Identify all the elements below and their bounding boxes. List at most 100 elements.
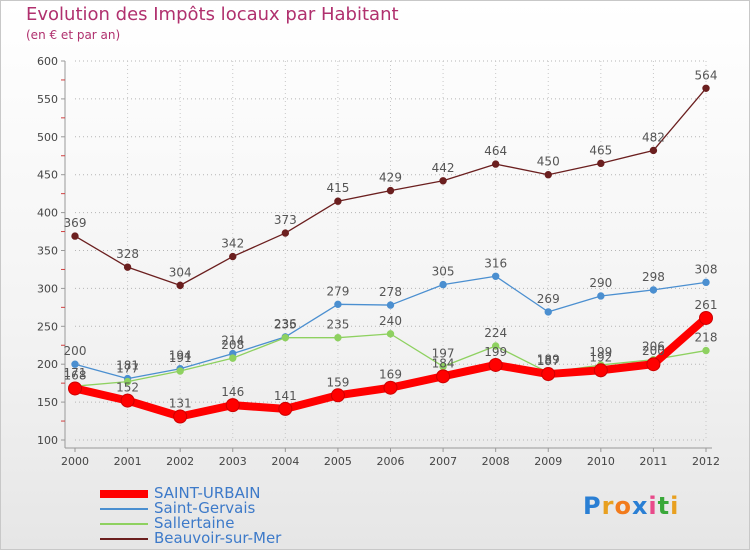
y-tick-label: 250	[37, 320, 58, 333]
x-tick-label: 2005	[324, 455, 352, 468]
data-point-beauvoir-sur-mer[interactable]	[491, 160, 500, 168]
data-label-sallertaine: 235	[274, 318, 297, 332]
data-point-beauvoir-sur-mer[interactable]	[71, 232, 79, 240]
legend-label: Saint-Gervais	[154, 499, 256, 517]
data-point-beauvoir-sur-mer[interactable]	[123, 263, 132, 271]
data-label-beauvoir-sur-mer: 442	[432, 161, 455, 175]
data-point-sallertaine[interactable]	[123, 377, 132, 386]
x-tick-label: 2010	[587, 455, 615, 468]
data-point-saint-gervais[interactable]	[649, 286, 658, 294]
data-label-beauvoir-sur-mer: 304	[169, 265, 192, 279]
logo-letter: x	[631, 492, 649, 520]
x-tick-label: 2004	[271, 455, 299, 468]
data-label-saint-urbain: 200	[642, 344, 665, 358]
data-label-saint-gervais: 236	[274, 317, 297, 331]
data-point-saint-gervais[interactable]	[386, 301, 395, 309]
data-label-saint-urbain: 199	[484, 345, 507, 359]
data-label-saint-urbain: 146	[221, 385, 244, 399]
data-label-beauvoir-sur-mer: 482	[642, 130, 665, 144]
chart-title: Evolution des Impôts locaux par Habitant	[26, 4, 399, 25]
data-point-saint-urbain[interactable]	[488, 357, 503, 372]
x-tick-label: 2001	[114, 455, 142, 468]
data-point-beauvoir-sur-mer[interactable]	[702, 84, 710, 92]
legend-swatch-beauvoir-sur-mer	[100, 537, 148, 540]
data-point-saint-gervais[interactable]	[544, 308, 552, 316]
data-label-saint-gervais: 181	[116, 359, 139, 373]
data-label-sallertaine: 208	[221, 338, 244, 352]
data-label-saint-urbain: 159	[326, 375, 349, 389]
data-point-saint-urbain[interactable]	[173, 409, 188, 424]
data-point-saint-urbain[interactable]	[68, 381, 82, 396]
data-point-saint-urbain[interactable]	[278, 401, 293, 416]
y-tick-label: 350	[37, 245, 58, 258]
logo-letter: r	[601, 492, 615, 520]
chart-subtitle: (en € et par an)	[26, 28, 121, 42]
data-point-saint-urbain[interactable]	[593, 363, 608, 378]
data-point-saint-urbain[interactable]	[436, 369, 451, 384]
data-point-beauvoir-sur-mer[interactable]	[334, 197, 342, 205]
data-point-saint-urbain[interactable]	[699, 310, 713, 325]
data-label-saint-gervais: 290	[589, 276, 612, 290]
data-point-saint-urbain[interactable]	[225, 398, 240, 413]
data-label-beauvoir-sur-mer: 328	[116, 247, 139, 261]
data-point-saint-gervais[interactable]	[334, 300, 342, 309]
data-point-beauvoir-sur-mer[interactable]	[439, 177, 447, 185]
data-point-saint-gervais[interactable]	[702, 278, 710, 287]
logo-letter: i	[648, 492, 658, 520]
legend-label: Sallertaine	[154, 514, 235, 532]
legend-swatch-saint-urbain	[100, 489, 148, 498]
x-tick-label: 2012	[692, 455, 720, 468]
logo-letter: t	[657, 492, 671, 520]
data-label-saint-urbain: 187	[537, 354, 560, 368]
data-point-sallertaine[interactable]	[491, 342, 500, 350]
data-point-sallertaine[interactable]	[229, 354, 237, 362]
data-label-saint-urbain: 152	[116, 381, 139, 395]
logo-letter: o	[614, 492, 632, 520]
data-point-beauvoir-sur-mer[interactable]	[176, 281, 184, 290]
y-tick-label: 500	[37, 131, 58, 144]
data-label-saint-gervais: 200	[64, 344, 87, 358]
data-point-saint-urbain[interactable]	[330, 388, 345, 403]
legend-swatch-sallertaine	[100, 522, 148, 525]
data-point-saint-urbain[interactable]	[541, 367, 556, 382]
data-point-sallertaine[interactable]	[176, 367, 184, 375]
data-label-sallertaine: 177	[116, 362, 139, 376]
y-tick-label: 550	[37, 93, 58, 106]
data-label-saint-urbain: 141	[274, 389, 297, 403]
data-label-saint-gervais: 194	[169, 349, 192, 363]
data-label-beauvoir-sur-mer: 369	[64, 216, 87, 230]
x-tick-label: 2008	[482, 455, 510, 468]
data-point-sallertaine[interactable]	[702, 346, 710, 355]
data-point-saint-urbain[interactable]	[646, 357, 661, 372]
x-tick-label: 2002	[166, 455, 194, 468]
x-tick-label: 2011	[639, 455, 667, 468]
x-tick-label: 2006	[377, 455, 405, 468]
data-label-beauvoir-sur-mer: 373	[274, 213, 297, 227]
data-label-sallertaine: 191	[169, 351, 192, 365]
data-point-saint-urbain[interactable]	[120, 393, 135, 408]
data-label-saint-urbain: 169	[379, 368, 402, 382]
data-label-sallertaine: 224	[484, 326, 507, 340]
data-point-saint-gervais[interactable]	[439, 280, 447, 289]
y-tick-label: 400	[37, 207, 58, 220]
data-point-sallertaine[interactable]	[281, 333, 290, 342]
data-point-beauvoir-sur-mer[interactable]	[386, 186, 395, 195]
data-point-saint-urbain[interactable]	[383, 380, 398, 395]
data-point-beauvoir-sur-mer[interactable]	[281, 229, 290, 237]
data-label-beauvoir-sur-mer: 450	[537, 155, 560, 169]
data-point-saint-gervais[interactable]	[597, 292, 605, 300]
data-label-sallertaine: 235	[326, 318, 349, 332]
data-point-beauvoir-sur-mer[interactable]	[544, 171, 552, 179]
data-label-saint-gervais: 316	[484, 256, 507, 270]
data-point-saint-gervais[interactable]	[71, 360, 79, 368]
data-point-sallertaine[interactable]	[386, 330, 395, 338]
data-point-beauvoir-sur-mer[interactable]	[649, 146, 658, 155]
y-tick-label: 200	[37, 358, 58, 371]
data-point-beauvoir-sur-mer[interactable]	[229, 252, 237, 261]
data-point-beauvoir-sur-mer[interactable]	[597, 159, 605, 168]
x-tick-label: 2007	[429, 455, 457, 468]
data-point-saint-gervais[interactable]	[491, 272, 500, 280]
data-point-sallertaine[interactable]	[334, 333, 342, 342]
data-label-beauvoir-sur-mer: 464	[484, 144, 507, 158]
